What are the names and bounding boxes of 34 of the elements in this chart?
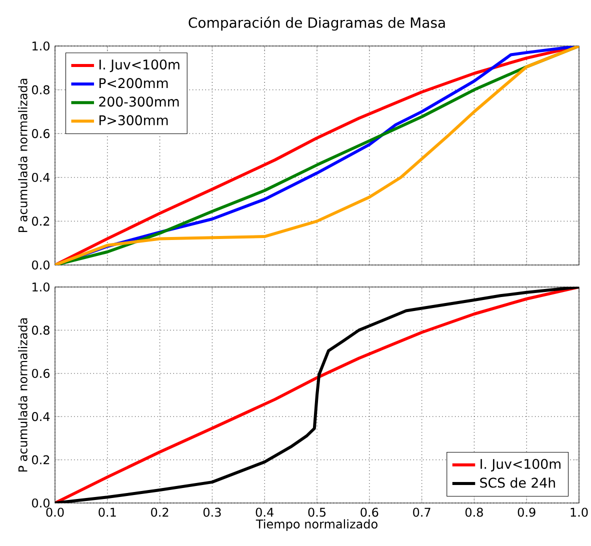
legend-label: P>300mm — [100, 115, 168, 126]
x-tick-label: 0.3 — [203, 508, 221, 517]
x-axis-title: Tiempo normalizado — [256, 519, 378, 531]
y-tick-label: 0.2 — [32, 216, 50, 226]
x-tick-label: 0.0 — [46, 508, 64, 517]
y-tick-label: 0.8 — [32, 85, 50, 94]
legend-label: P<200mm — [100, 78, 168, 88]
x-tick-label: 1.0 — [570, 508, 588, 517]
x-tick-label: 0.5 — [308, 508, 326, 517]
x-tick-label: 0.8 — [465, 508, 483, 517]
x-tick-label: 0.6 — [360, 508, 378, 517]
legend-label: I. Juv<100m — [480, 458, 560, 472]
y-axis-title: P acumulada normalizada — [18, 78, 28, 232]
y-tick-label: 0.0 — [32, 260, 50, 270]
y-tick-label: 1.0 — [32, 41, 50, 51]
x-tick-label: 0.2 — [151, 508, 168, 517]
y-axis-title: P acumulada normalizada — [18, 318, 28, 472]
legend-label: I. Juv<100m — [100, 59, 180, 72]
legend-label: SCS de 24h — [480, 477, 555, 488]
y-tick-label: 0.4 — [32, 172, 50, 182]
y-tick-label: 0.4 — [32, 412, 50, 422]
chart-title: Comparación de Diagramas de Masa — [188, 16, 445, 31]
x-tick-label: 0.4 — [256, 508, 274, 517]
legend-label: 200-300mm — [99, 96, 179, 107]
y-tick-label: 1.0 — [32, 282, 50, 292]
y-tick-label: 0.0 — [32, 498, 50, 508]
x-tick-label: 0.9 — [518, 508, 536, 517]
y-tick-label: 0.6 — [32, 129, 50, 138]
y-tick-label: 0.6 — [32, 368, 50, 378]
x-tick-label: 0.1 — [98, 508, 116, 517]
y-tick-label: 0.8 — [32, 326, 50, 335]
x-tick-label: 0.7 — [413, 508, 430, 517]
line-series — [55, 287, 580, 503]
y-tick-label: 0.2 — [32, 455, 50, 464]
